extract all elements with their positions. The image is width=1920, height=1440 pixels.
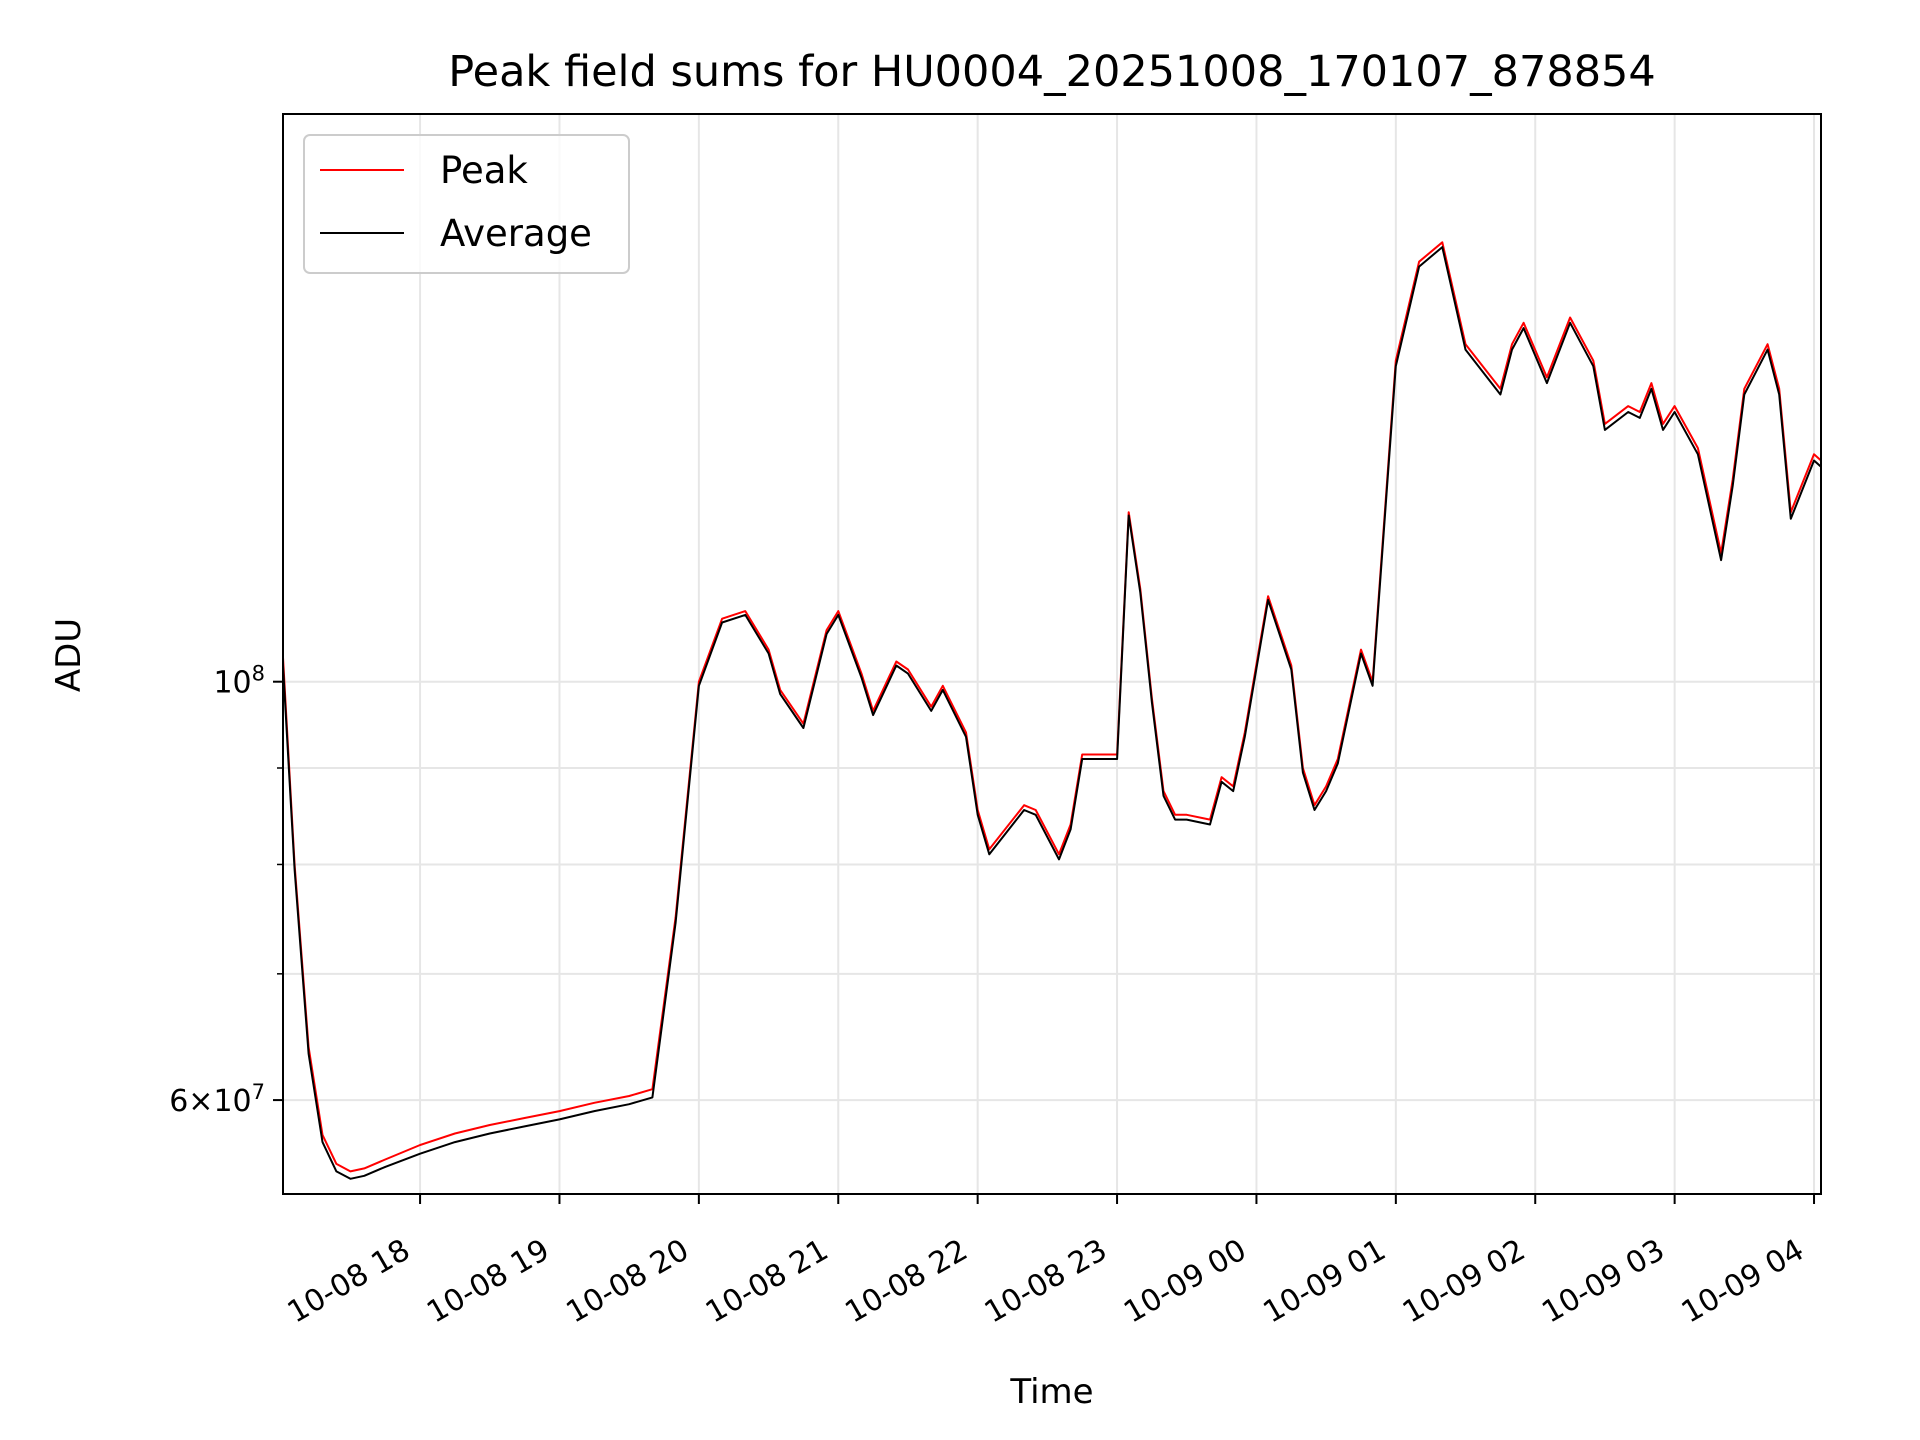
grid bbox=[283, 114, 1821, 1194]
plot-area bbox=[282, 241, 1822, 1180]
x-axis-title: Time bbox=[1009, 1372, 1093, 1412]
y-tick-label: 6×107 bbox=[169, 1080, 265, 1119]
legend-average-label: Average bbox=[440, 212, 592, 255]
chart-title: Peak field sums for HU0004_20251008_1701… bbox=[448, 47, 1656, 97]
y-axis: 108 6×107 bbox=[169, 662, 283, 1119]
legend: Peak Average bbox=[303, 134, 630, 274]
y-axis-title: ADU bbox=[49, 618, 89, 692]
series-line-average bbox=[282, 246, 1822, 1180]
legend-peak-label: Peak bbox=[440, 149, 528, 192]
axes-frame bbox=[282, 113, 1822, 1195]
y-tick-label: 108 bbox=[213, 662, 265, 701]
